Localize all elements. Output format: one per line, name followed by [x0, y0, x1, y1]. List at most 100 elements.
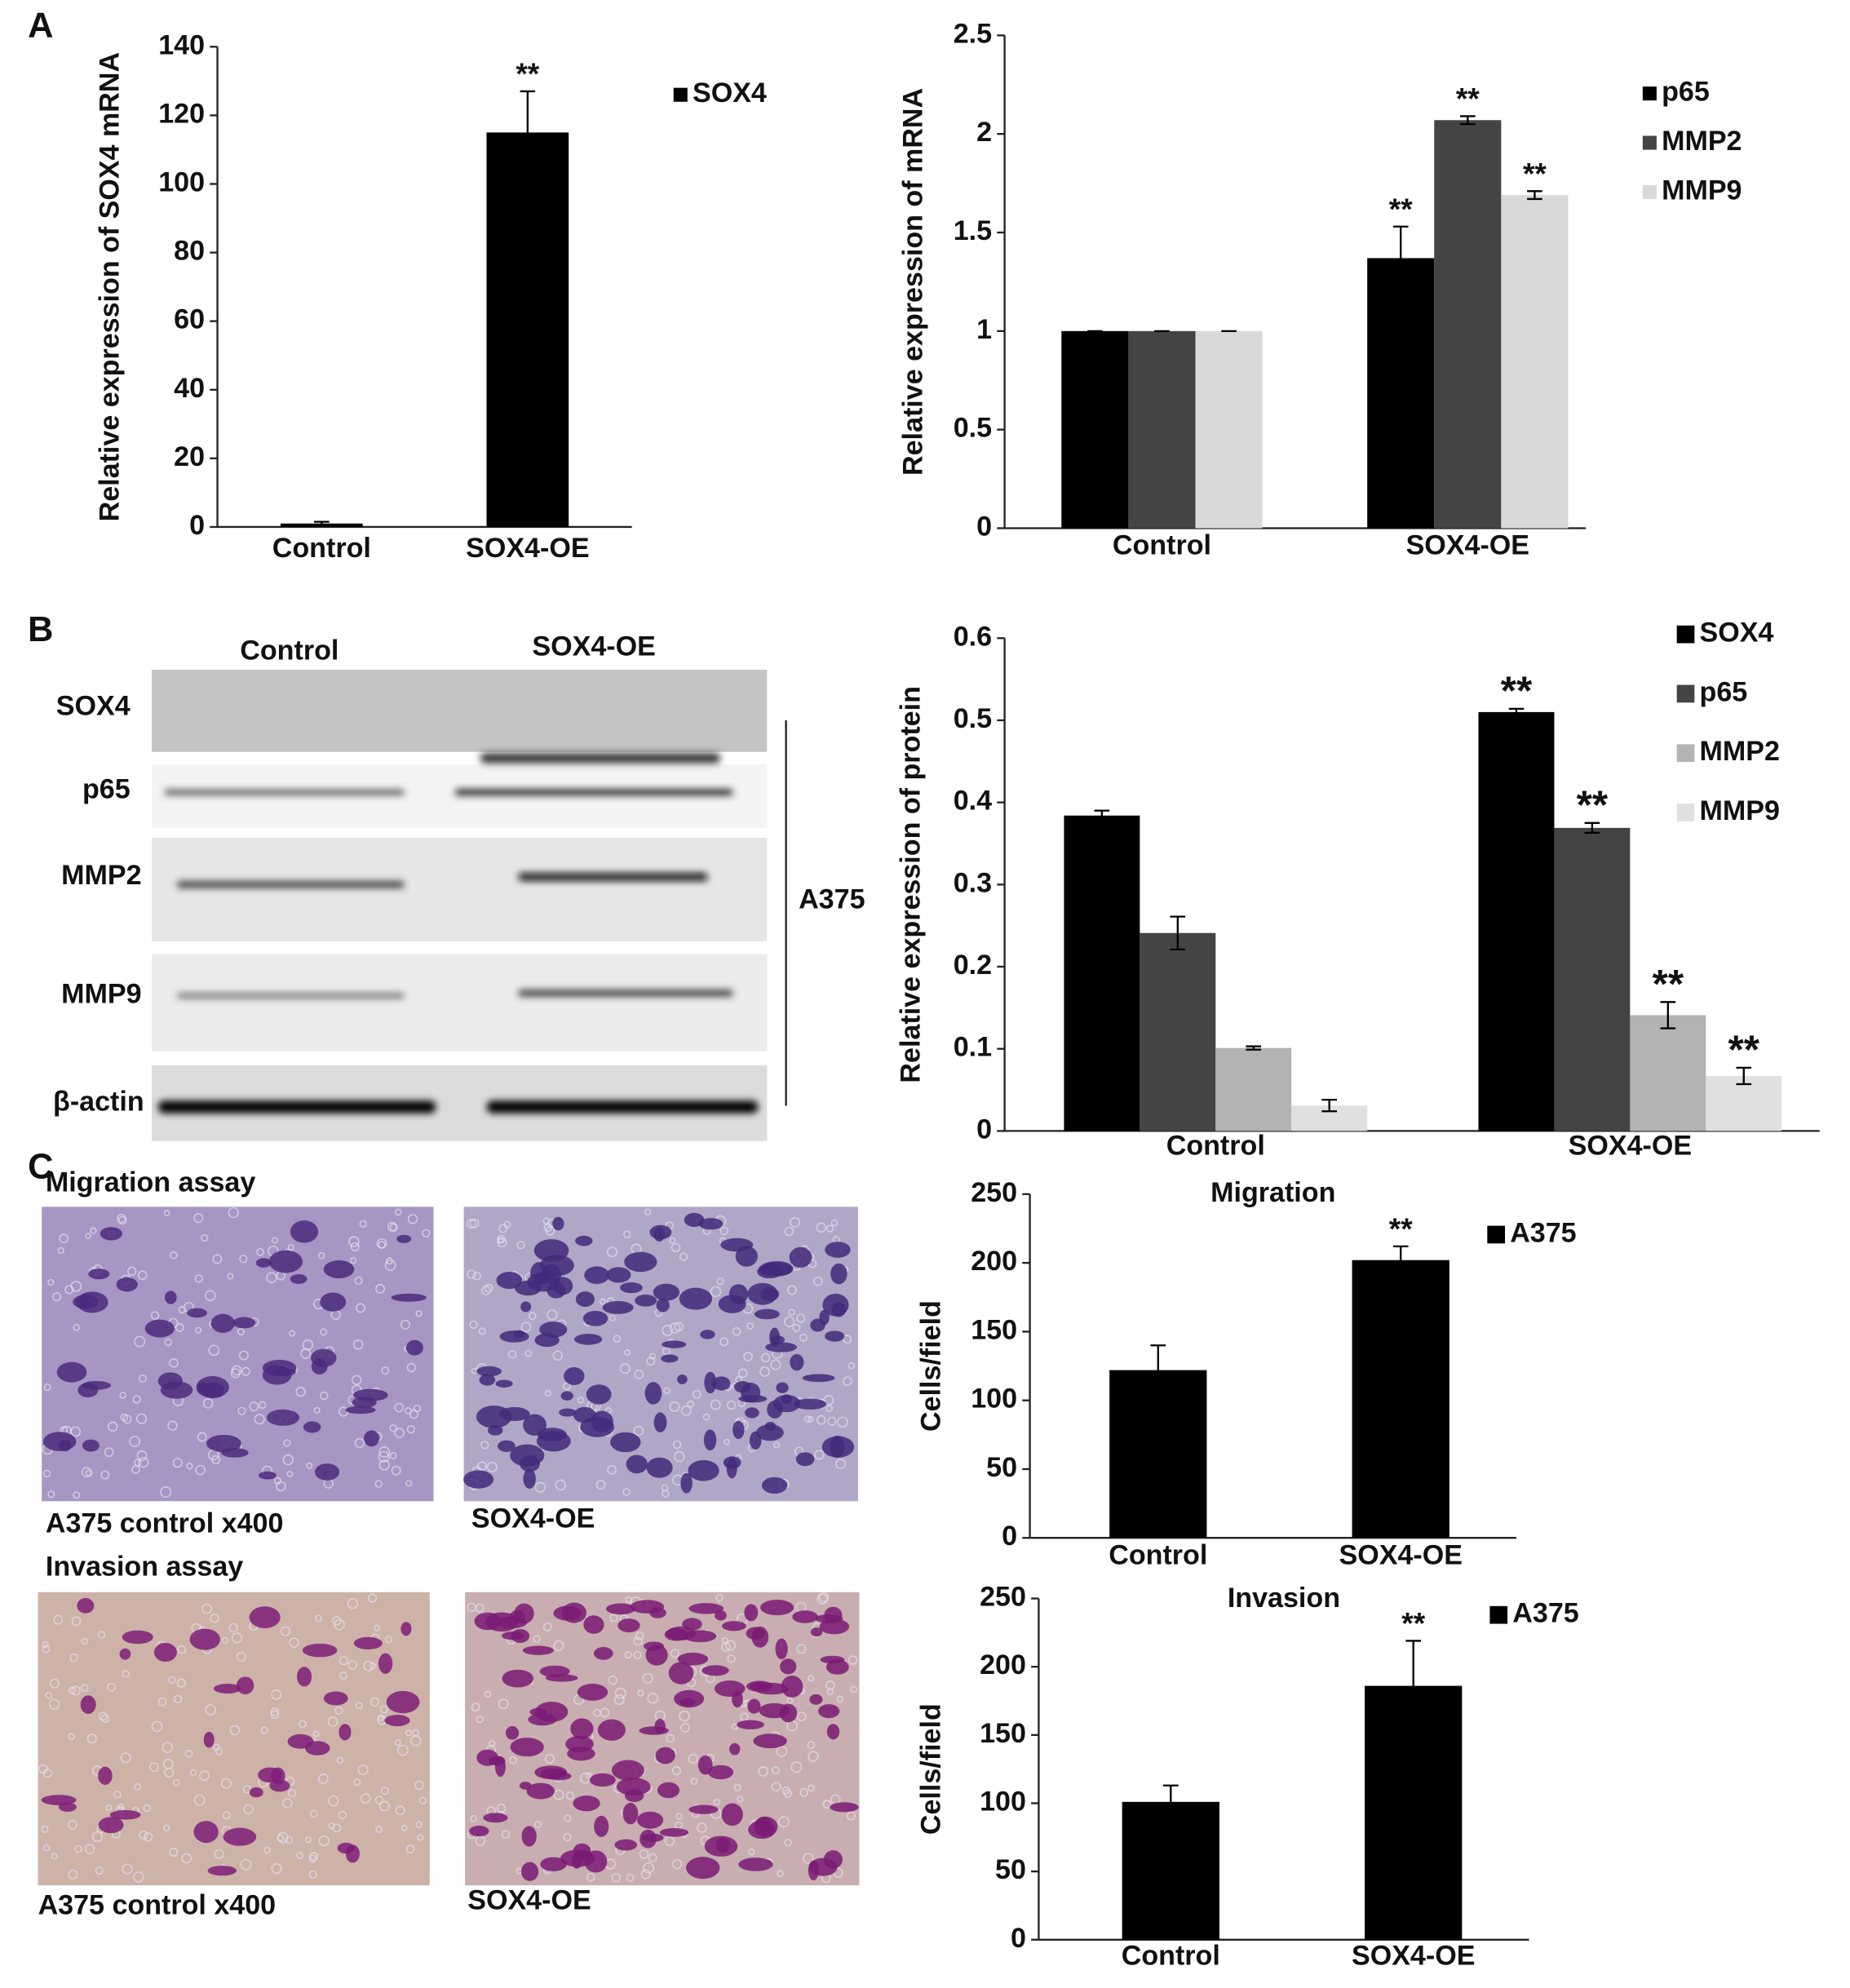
micrograph-texture: [136, 1450, 148, 1461]
cell-blob: [775, 1638, 788, 1660]
cell-blob: [498, 1406, 530, 1421]
cell-blob: [721, 1803, 743, 1826]
y-tick-label: 50: [995, 1854, 1026, 1885]
micrograph-texture: [312, 1730, 320, 1738]
micrograph-texture: [49, 1678, 60, 1689]
micrograph-texture: [622, 1488, 631, 1496]
micrograph-texture: [379, 1705, 388, 1714]
image-caption: A375 control x400: [46, 1508, 284, 1539]
micrograph-texture: [726, 1400, 737, 1410]
micrograph-texture: [240, 1858, 252, 1871]
micrograph-texture: [81, 1637, 89, 1645]
micrograph-texture: [194, 1274, 203, 1283]
micrograph-texture: [138, 1457, 149, 1468]
cell-blob: [526, 1782, 555, 1800]
micrograph-texture: [127, 1266, 137, 1276]
micrograph-texture: [773, 1441, 781, 1449]
cell-blob: [42, 1432, 77, 1451]
y-tick-label: 250: [980, 1582, 1026, 1613]
micrograph-texture: [608, 1675, 618, 1685]
cell-blob: [545, 1674, 578, 1682]
micrograph-texture: [759, 1366, 770, 1377]
cell-blob: [645, 1645, 668, 1666]
cell-blob: [654, 1718, 666, 1733]
x-tick-label: SOX4-OE: [1339, 1539, 1462, 1570]
micrograph-texture: [327, 1716, 339, 1727]
micrograph-texture: [777, 1870, 784, 1878]
micrograph-texture: [692, 1389, 701, 1399]
cell-blob: [700, 1330, 715, 1339]
micrograph-texture: [783, 1789, 792, 1798]
micrograph-texture: [377, 1714, 384, 1721]
y-tick-label: 100: [971, 1384, 1017, 1415]
x-tick-label: Control: [272, 533, 371, 564]
cell-blob: [58, 1802, 77, 1812]
micrograph-texture: [332, 1616, 342, 1626]
micrograph-texture: [503, 1220, 511, 1229]
cell-blob: [197, 1382, 209, 1395]
bar: [1352, 1260, 1449, 1539]
micrograph-texture: [74, 1844, 82, 1853]
cell-blob: [528, 1713, 557, 1726]
image-caption: SOX4-OE: [467, 1884, 591, 1915]
y-tick-label: 1.5: [954, 215, 992, 246]
micrograph-texture: [380, 1787, 389, 1795]
micrograph-texture: [85, 1233, 91, 1240]
micrograph-texture: [306, 1462, 313, 1469]
micrograph-texture: [563, 1833, 572, 1842]
micrograph-texture: [286, 1470, 294, 1477]
cell-blob: [637, 1811, 664, 1829]
micrograph-texture: [42, 1844, 51, 1852]
cell-blob: [259, 1471, 277, 1480]
micrograph-texture: [328, 1822, 335, 1830]
micrograph-texture: [84, 1844, 95, 1855]
cell-blob: [323, 1260, 355, 1279]
cell-blob: [653, 1412, 667, 1432]
micrograph-texture: [195, 1464, 206, 1476]
blot-band: [176, 881, 405, 888]
cell-blob: [510, 1738, 544, 1757]
micrograph-texture: [679, 1710, 690, 1722]
micrograph-texture: [354, 1276, 363, 1285]
micrograph-texture: [120, 1752, 131, 1764]
micrograph-texture: [270, 1710, 280, 1720]
micrograph-texture: [70, 1281, 82, 1292]
micrograph-texture: [391, 1465, 401, 1476]
micrograph-texture: [42, 1645, 51, 1654]
micrograph-texture: [385, 1257, 393, 1265]
error-bar: [1584, 821, 1600, 835]
micrograph-texture: [697, 1822, 707, 1833]
micrograph-texture: [687, 1400, 695, 1408]
micrograph-texture: [173, 1694, 183, 1704]
cell-blob: [268, 1250, 303, 1273]
micrograph-texture: [748, 1848, 755, 1856]
x-tick-label: SOX4-OE: [1352, 1940, 1475, 1971]
cell-blob: [540, 1857, 567, 1871]
cell-blob: [605, 1603, 635, 1615]
micrograph-texture: [401, 1824, 408, 1831]
micrograph-texture: [193, 1213, 204, 1224]
assay-title: Migration assay: [46, 1167, 256, 1198]
micrograph-texture: [172, 1778, 180, 1787]
panel-label: A: [28, 7, 53, 46]
cell-blob: [649, 1607, 666, 1618]
micrograph-texture: [671, 1242, 681, 1253]
micrograph-texture: [387, 1221, 398, 1232]
micrograph-texture: [818, 1592, 829, 1603]
cell-blob: [682, 1618, 702, 1631]
micrograph-texture: [646, 1357, 656, 1366]
micrograph-texture: [406, 1362, 416, 1373]
error-bar: [520, 90, 536, 175]
cell-blob: [758, 1262, 793, 1277]
cell-blob: [754, 1308, 780, 1320]
micrograph-texture: [415, 1310, 423, 1317]
cell-blob: [232, 1317, 256, 1329]
micrograph-texture: [669, 1322, 681, 1334]
cell-blob: [824, 1606, 843, 1623]
cell-blob: [760, 1600, 794, 1616]
micrograph-texture: [635, 1632, 644, 1640]
micrograph-texture: [394, 1739, 401, 1747]
cell-blob: [809, 1694, 823, 1705]
micrograph-texture: [384, 1260, 396, 1271]
